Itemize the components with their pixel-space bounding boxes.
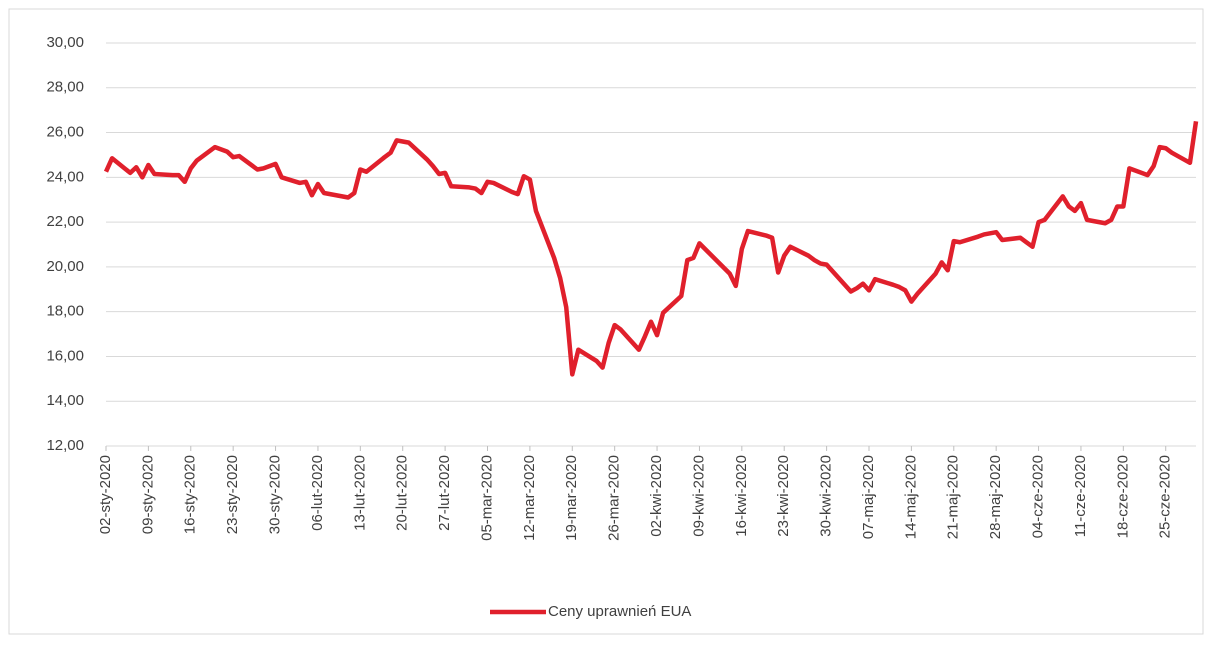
x-tick-label: 23-kwi-2020 [775,455,792,537]
chart-border [8,8,1204,635]
x-tick-label: 09-kwi-2020 [690,455,707,537]
x-tick-label: 20-lut-2020 [394,455,411,531]
x-tick-label: 27-lut-2020 [436,455,453,531]
x-tick-label: 13-lut-2020 [351,455,368,531]
y-tick-label: 26,00 [46,124,84,141]
x-tick-label: 07-maj-2020 [860,455,877,539]
x-tick-label: 02-kwi-2020 [648,455,665,537]
x-tick-label: 12-mar-2020 [521,455,538,541]
x-tick-label: 23-sty-2020 [224,455,241,534]
y-tick-label: 30,00 [46,34,84,51]
y-tick-label: 24,00 [46,168,84,185]
x-tick-label: 21-maj-2020 [945,455,962,539]
y-tick-label: 12,00 [46,437,84,454]
y-tick-label: 28,00 [46,79,84,96]
x-tick-label: 25-cze-2020 [1157,455,1174,538]
x-tick-label: 14-maj-2020 [902,455,919,539]
y-tick-label: 20,00 [46,258,84,275]
y-tick-label: 16,00 [46,347,84,364]
x-tick-label: 02-sty-2020 [97,455,114,534]
x-tick-label: 04-cze-2020 [1030,455,1047,538]
x-tick-label: 30-kwi-2020 [818,455,835,537]
x-tick-label: 11-cze-2020 [1072,455,1089,537]
x-tick-label: 26-mar-2020 [606,455,623,541]
x-tick-label: 09-sty-2020 [139,455,156,534]
x-tick-label: 30-sty-2020 [267,455,284,534]
x-tick-label: 28-maj-2020 [987,455,1004,539]
data-line [103,121,1199,377]
legend-label: Ceny uprawnień EUA [548,603,691,620]
x-tick-label: 19-mar-2020 [563,455,580,541]
y-tick-label: 22,00 [46,213,84,230]
x-tick-label: 06-lut-2020 [309,455,326,531]
x-tick-label: 18-cze-2020 [1114,455,1131,538]
x-tick-label: 05-mar-2020 [478,455,495,541]
x-tick-label: 16-kwi-2020 [733,455,750,537]
x-tick-label: 16-sty-2020 [182,455,199,534]
y-tick-label: 18,00 [46,303,84,320]
y-tick-label: 14,00 [46,392,84,409]
